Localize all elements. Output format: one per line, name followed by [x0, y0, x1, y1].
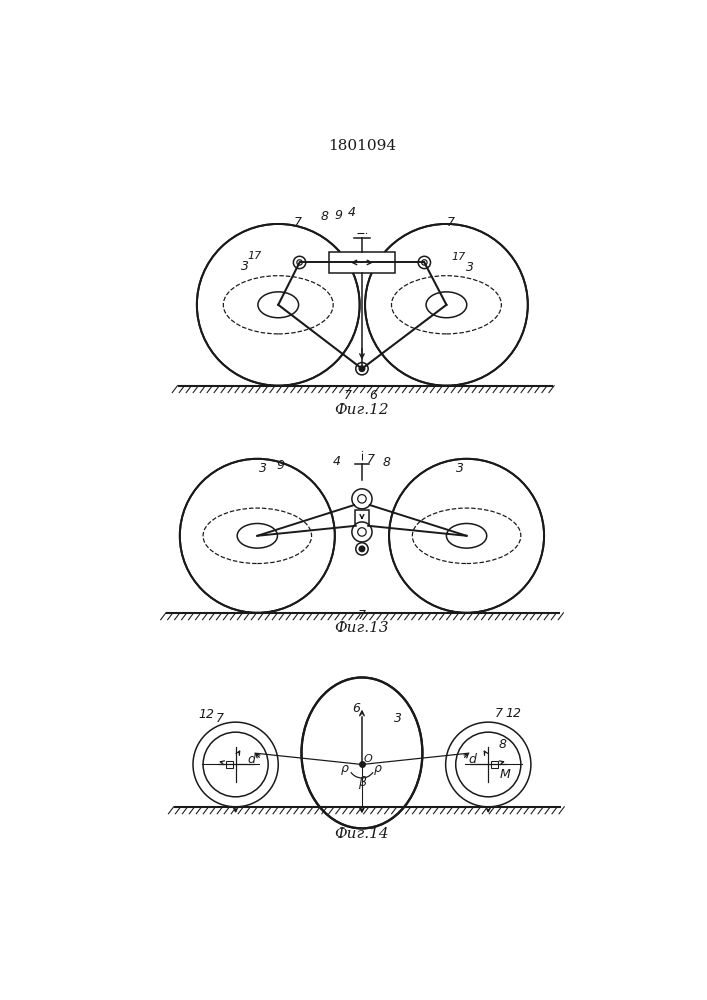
Text: d: d [247, 753, 255, 766]
Circle shape [197, 224, 360, 386]
Text: 4: 4 [348, 206, 356, 219]
Text: 3: 3 [466, 261, 474, 274]
Bar [491, 761, 498, 768]
Circle shape [352, 522, 372, 542]
Text: 17: 17 [452, 252, 466, 262]
Circle shape [180, 459, 335, 613]
Text: 7: 7 [358, 609, 366, 622]
Text: 8: 8 [321, 210, 329, 223]
Text: 7: 7 [344, 389, 352, 402]
Circle shape [421, 260, 427, 265]
Text: 17: 17 [248, 251, 262, 261]
Text: Фиг.12: Фиг.12 [334, 403, 390, 417]
Circle shape [456, 732, 521, 797]
Circle shape [365, 224, 528, 386]
Circle shape [389, 459, 544, 613]
Text: O: O [364, 754, 373, 764]
Text: 7: 7 [447, 216, 455, 229]
Text: 3: 3 [241, 260, 249, 273]
Text: ρ: ρ [373, 762, 381, 775]
Text: 4: 4 [332, 455, 340, 468]
Text: 7: 7 [495, 707, 503, 720]
Circle shape [352, 489, 372, 509]
Text: 9: 9 [334, 209, 343, 222]
Text: 1801094: 1801094 [328, 139, 396, 153]
Text: 8: 8 [382, 456, 391, 470]
Text: Фиг.13: Фиг.13 [334, 621, 390, 635]
Text: ρ: ρ [341, 762, 349, 775]
Text: 6: 6 [352, 702, 360, 715]
Circle shape [297, 260, 303, 265]
Text: 12: 12 [198, 708, 214, 721]
Bar [226, 761, 233, 768]
Circle shape [359, 546, 365, 552]
Text: M: M [500, 768, 510, 781]
Text: d: d [469, 753, 477, 766]
Bar [329, 252, 395, 273]
Circle shape [359, 366, 365, 371]
Text: 7: 7 [367, 453, 375, 466]
Circle shape [203, 732, 268, 797]
Text: 3: 3 [259, 462, 267, 475]
Text: 12: 12 [505, 707, 521, 720]
Circle shape [293, 256, 305, 269]
Text: 3: 3 [457, 462, 464, 475]
Text: 8: 8 [499, 738, 507, 751]
Bar [356, 510, 368, 527]
Text: 7: 7 [216, 712, 224, 725]
Circle shape [445, 722, 531, 807]
Text: 6: 6 [370, 389, 378, 402]
Text: 3: 3 [395, 712, 402, 725]
Circle shape [358, 528, 366, 536]
Text: Фиг.14: Фиг.14 [334, 827, 390, 841]
Text: 7: 7 [293, 216, 302, 229]
Circle shape [193, 722, 279, 807]
Circle shape [356, 543, 368, 555]
Circle shape [358, 495, 366, 503]
Text: 9: 9 [276, 459, 285, 472]
Ellipse shape [301, 677, 422, 828]
Text: β: β [358, 776, 366, 789]
Circle shape [418, 256, 431, 269]
Circle shape [356, 363, 368, 375]
